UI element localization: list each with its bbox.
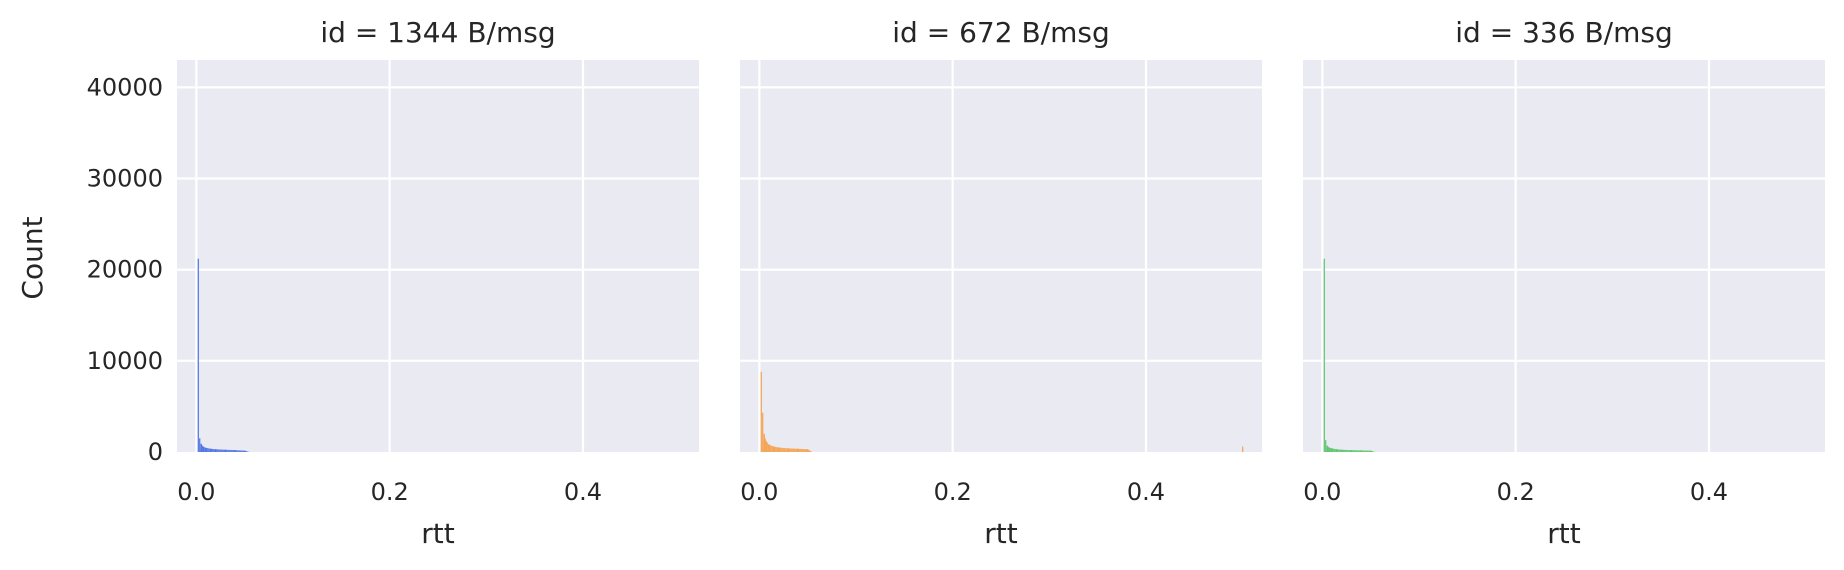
- x-axis-label: rtt: [421, 517, 454, 550]
- histogram-bar: [1323, 258, 1325, 452]
- y-tick-label: 0: [148, 438, 163, 466]
- x-axis-label: rtt: [1547, 517, 1580, 550]
- y-tick-label: 20000: [87, 256, 163, 284]
- histogram-bar: [762, 412, 764, 452]
- x-tick-label: 0.2: [934, 478, 972, 506]
- x-tick-label: 0.4: [564, 478, 602, 506]
- x-tick-label: 0.2: [371, 478, 409, 506]
- panel-title: id = 336 B/msg: [1455, 16, 1672, 49]
- facet-panels: id = 1344 B/msg 0.0 0.2 0.4 rtt 0 10000 20000 30…: [87, 16, 1825, 550]
- histogram-bar: [197, 258, 199, 452]
- facet-panel-3: id = 336 B/msg 0.0 0.2 0.4 rtt: [1303, 16, 1825, 550]
- x-tick-label: 0.0: [177, 478, 215, 506]
- y-tick-label: 40000: [87, 73, 163, 101]
- panel-title: id = 672 B/msg: [892, 16, 1109, 49]
- x-tick-label: 0.2: [1497, 478, 1535, 506]
- y-tick-label: 10000: [87, 347, 163, 375]
- histogram-bar: [199, 438, 201, 452]
- panel-title: id = 1344 B/msg: [320, 16, 555, 49]
- histogram-tail: [1326, 445, 1376, 452]
- histogram-tail: [763, 433, 813, 452]
- x-tick-label: 0.4: [1127, 478, 1165, 506]
- histogram-tail: [200, 443, 250, 452]
- y-axis-label: Count: [16, 216, 49, 299]
- y-tick-label: 30000: [87, 165, 163, 193]
- x-tick-label: 0.0: [1303, 478, 1341, 506]
- histogram-bar: [760, 371, 762, 452]
- histogram-bar: [1242, 446, 1244, 452]
- plot-background: [740, 60, 1262, 452]
- facet-panel-1: id = 1344 B/msg 0.0 0.2 0.4 rtt 0 10000 20000 30…: [87, 16, 699, 550]
- plot-background: [1303, 60, 1825, 452]
- x-tick-label: 0.0: [740, 478, 778, 506]
- x-tick-label: 0.4: [1690, 478, 1728, 506]
- plot-background: [177, 60, 699, 452]
- x-axis-label: rtt: [984, 517, 1017, 550]
- histogram-bar: [1325, 440, 1327, 452]
- facet-panel-2: id = 672 B/msg 0.0 0.2 0.4 rtt: [740, 16, 1262, 550]
